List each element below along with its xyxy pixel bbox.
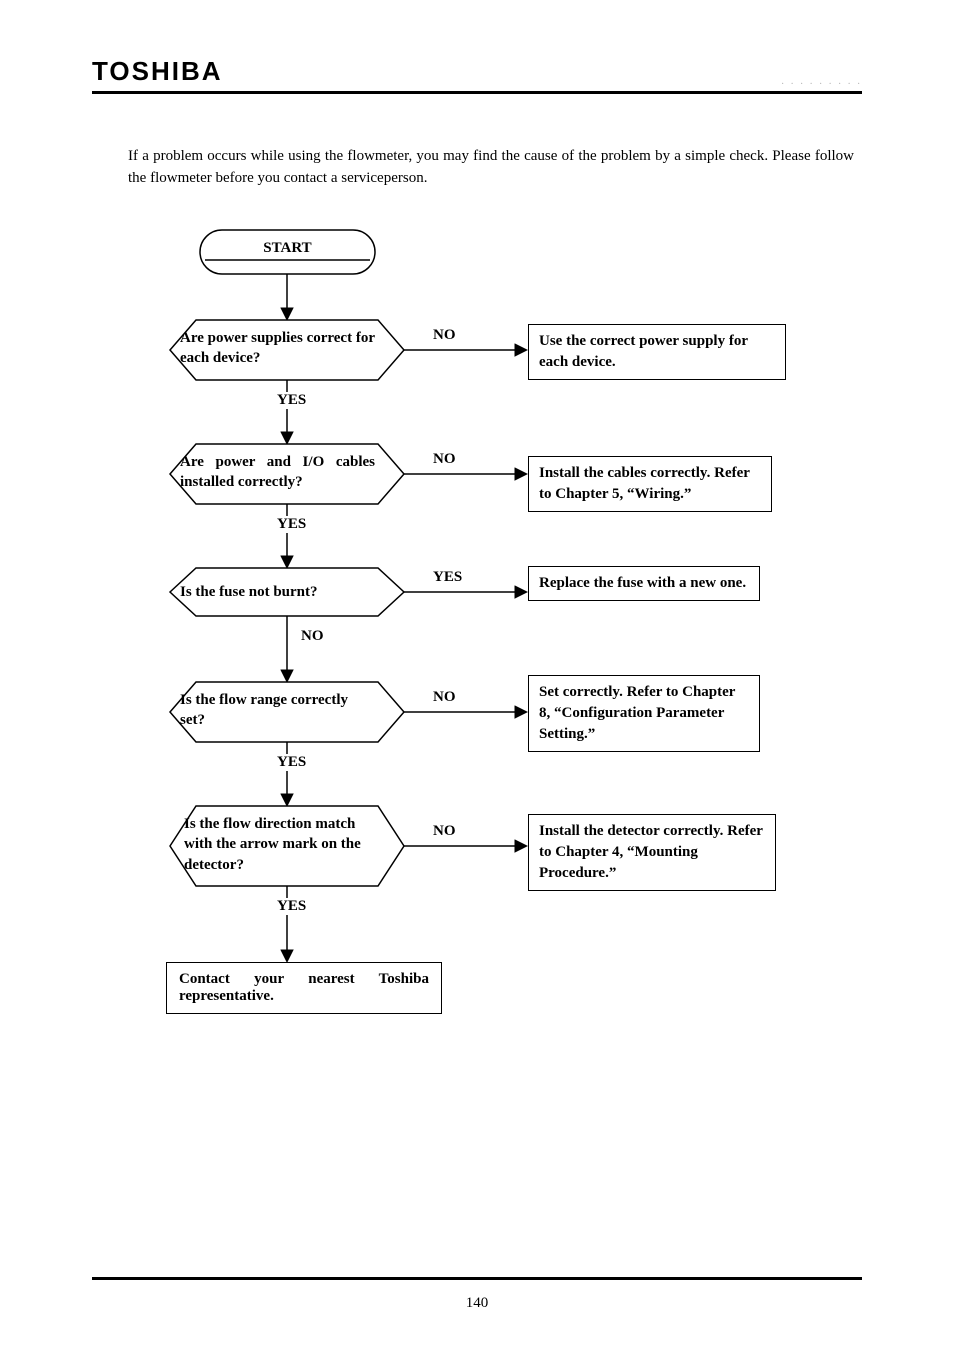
final-contact: Contact your nearest Toshiba representat… — [166, 962, 442, 1014]
edge-yes-5: YES — [277, 898, 306, 915]
decision-flow-range: Is the flow range correctly set? — [180, 690, 375, 731]
decision-fuse: Is the fuse not burnt? — [180, 582, 375, 602]
edge-yes-3: YES — [433, 569, 462, 586]
page-number: 140 — [0, 1295, 954, 1312]
action-power-supply: Use the correct power supply for each de… — [528, 324, 786, 380]
footer-rule — [92, 1277, 862, 1280]
action-flow-range: Set correctly. Refer to Chapter 8, “Conf… — [528, 675, 760, 752]
start-terminal: START — [200, 238, 375, 258]
intro-paragraph: If a problem occurs while using the flow… — [128, 146, 854, 190]
edge-yes-1: YES — [277, 392, 306, 409]
flowchart: START Are power supplies correct for eac… — [150, 220, 850, 1120]
edge-no-2: NO — [433, 451, 456, 468]
page-header: TOSHIBA . . . . . . . . . — [92, 56, 862, 94]
edge-no-3: NO — [301, 628, 324, 645]
action-cables: Install the cables correctly. Refer to C… — [528, 456, 772, 512]
decision-cables: Are power and I/O cables installed corre… — [180, 452, 375, 493]
edge-no-4: NO — [433, 689, 456, 706]
decision-flow-direction: Is the flow direction match with the arr… — [184, 814, 374, 875]
action-fuse: Replace the fuse with a new one. — [528, 566, 760, 601]
edge-no-1: NO — [433, 327, 456, 344]
header-right-dots: . . . . . . . . . — [781, 75, 862, 87]
action-detector: Install the detector correctly. Refer to… — [528, 814, 776, 891]
logo: TOSHIBA — [92, 56, 223, 87]
edge-yes-4: YES — [277, 754, 306, 771]
edge-no-5: NO — [433, 823, 456, 840]
edge-yes-2: YES — [277, 516, 306, 533]
decision-power-supplies: Are power supplies correct for each devi… — [180, 328, 375, 369]
